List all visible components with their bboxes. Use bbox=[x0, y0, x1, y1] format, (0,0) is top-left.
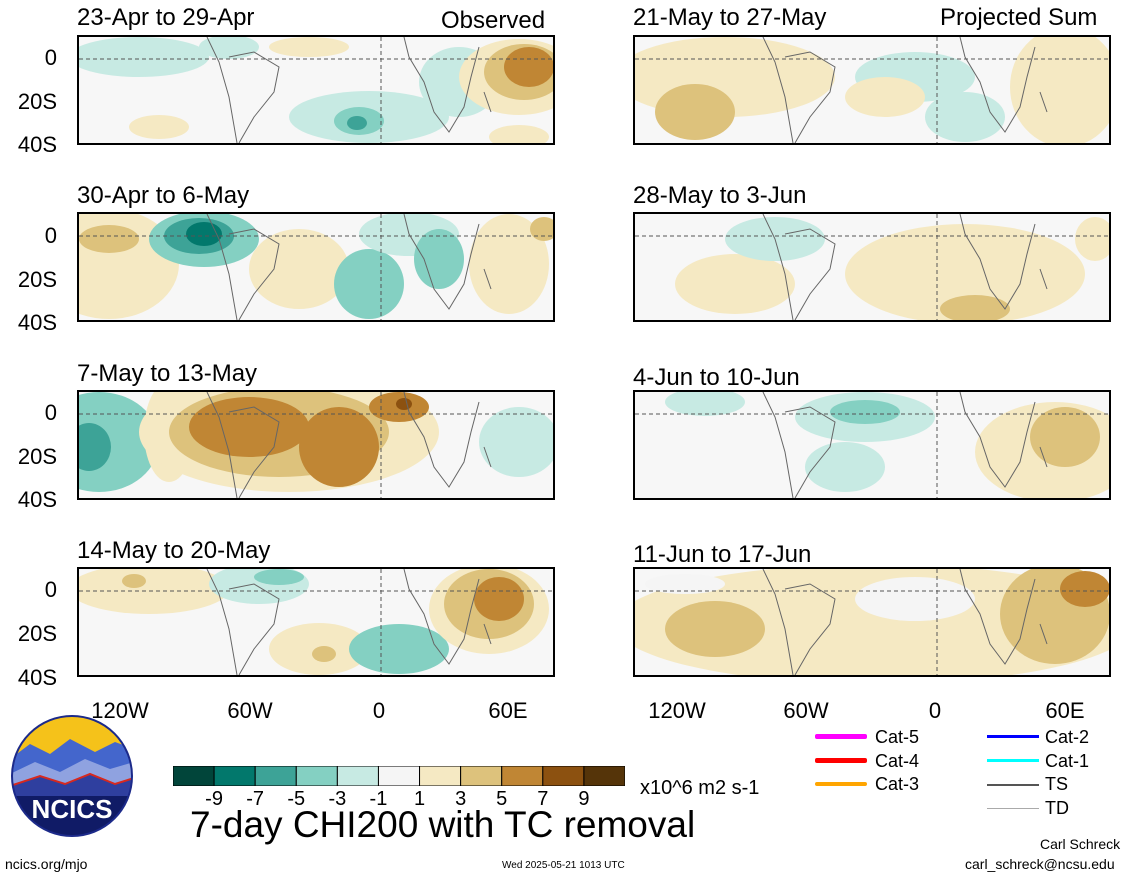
colorbar-units: x10^6 m2 s-1 bbox=[640, 777, 760, 799]
footer-author: Carl Schreck bbox=[1040, 836, 1121, 852]
colorbar-box bbox=[213, 765, 256, 787]
y-label-40s-p4: 40S bbox=[17, 665, 57, 690]
map-panel-p5 bbox=[633, 35, 1111, 145]
legend-label-cat5: Cat-5 bbox=[875, 727, 920, 747]
map-panel-p7 bbox=[633, 390, 1111, 500]
y-label-0-p4: 0 bbox=[44, 577, 57, 602]
logo-text: NCICS bbox=[31, 794, 113, 824]
legend-line-ts bbox=[987, 784, 1039, 786]
panel-title-p5: 21-May to 27-May bbox=[633, 4, 827, 31]
panel-tag-projected: Projected Sum bbox=[940, 4, 1098, 31]
colorbar-ticks: -9 -7 -5 -3 -1 1 3 5 7 9 bbox=[173, 788, 625, 812]
colorbar-box bbox=[172, 765, 215, 787]
y-label-20s-p3: 20S bbox=[17, 444, 57, 469]
panel-title-p6: 28-May to 3-Jun bbox=[633, 182, 807, 209]
legend-line-cat4 bbox=[815, 758, 867, 763]
map-panel-p1 bbox=[77, 35, 555, 145]
y-label-20s-p2: 20S bbox=[17, 267, 57, 292]
colorbar-tick-label: 5 bbox=[496, 788, 508, 810]
y-label-20s-p4: 20S bbox=[17, 621, 57, 646]
panel-title-p3: 7-May to 13-May bbox=[77, 360, 258, 387]
legend-line-cat3 bbox=[815, 782, 867, 786]
colorbar-box bbox=[254, 765, 297, 787]
panel-title-p7: 4-Jun to 10-Jun bbox=[633, 364, 800, 391]
colorbar bbox=[172, 765, 626, 787]
colorbar-box bbox=[542, 765, 585, 787]
panel-title-p4: 14-May to 20-May bbox=[77, 537, 271, 564]
colorbar-box bbox=[377, 765, 421, 787]
y-label-0-p3: 0 bbox=[44, 400, 57, 425]
legend-line-td bbox=[987, 808, 1039, 809]
legend-line-cat2 bbox=[987, 735, 1039, 738]
legend-label-cat2: Cat-2 bbox=[1045, 727, 1090, 747]
map-panel-p4 bbox=[77, 567, 555, 677]
legend-label-cat1: Cat-1 bbox=[1045, 751, 1090, 771]
colorbar-box bbox=[460, 765, 503, 787]
colorbar-tick-label: 1 bbox=[413, 788, 426, 810]
y-label-0-p1: 0 bbox=[44, 45, 57, 70]
colorbar-tick-label: 9 bbox=[578, 788, 590, 810]
ncics-logo: NCICS bbox=[10, 714, 134, 838]
panel-title-p2: 30-Apr to 6-May bbox=[77, 182, 250, 209]
colorbar-tick-label: -7 bbox=[246, 788, 265, 810]
colorbar-tick-label: 7 bbox=[537, 788, 549, 810]
colorbar-tick-label: -5 bbox=[287, 788, 306, 810]
x-label-60w-left: 60W bbox=[227, 698, 273, 723]
legend-label-td: TD bbox=[1045, 798, 1069, 818]
colorbar-box bbox=[501, 765, 544, 787]
colorbar-box bbox=[583, 765, 626, 787]
y-label-40s-p2: 40S bbox=[17, 310, 57, 335]
footer-url: ncics.org/mjo bbox=[5, 856, 88, 872]
colorbar-tick-label: 3 bbox=[455, 788, 467, 810]
x-label-0-left: 0 bbox=[372, 698, 386, 723]
panel-title-p1: 23-Apr to 29-Apr bbox=[77, 4, 255, 31]
map-panel-p2 bbox=[77, 212, 555, 322]
x-label-120w-left: 120W bbox=[91, 698, 149, 723]
legend-label-ts: TS bbox=[1045, 774, 1069, 794]
footer-timestamp: Wed 2025-05-21 1013 UTC bbox=[502, 860, 625, 871]
x-label-120w-right: 120W bbox=[648, 698, 706, 723]
legend-label-cat4: Cat-4 bbox=[875, 751, 920, 771]
y-label-20s-p1: 20S bbox=[17, 89, 57, 114]
colorbar-box bbox=[295, 765, 338, 787]
colorbar-tick-label: -1 bbox=[369, 788, 388, 810]
legend-line-cat5 bbox=[815, 734, 867, 739]
y-label-0-p2: 0 bbox=[44, 223, 57, 248]
map-panel-p3 bbox=[77, 390, 555, 500]
y-label-40s-p1: 40S bbox=[17, 132, 57, 157]
map-panel-p8 bbox=[633, 567, 1111, 677]
colorbar-tick-label: -9 bbox=[205, 788, 223, 810]
x-label-60w-right: 60W bbox=[783, 698, 829, 723]
map-panel-p6 bbox=[633, 212, 1111, 322]
main-title: 7-day CHI200 with TC removal bbox=[190, 804, 696, 845]
panel-title-p8: 11-Jun to 17-Jun bbox=[633, 541, 812, 568]
x-label-0-right: 0 bbox=[928, 698, 942, 723]
x-label-60e-left: 60E bbox=[488, 698, 528, 723]
legend-label-cat3: Cat-3 bbox=[875, 774, 920, 794]
footer-email: carl_schreck@ncsu.edu bbox=[965, 856, 1115, 872]
legend-line-cat1 bbox=[987, 759, 1039, 762]
x-label-60e-right: 60E bbox=[1045, 698, 1085, 723]
colorbar-box bbox=[336, 765, 379, 787]
colorbar-tick-label: -3 bbox=[328, 788, 347, 810]
panel-tag-observed: Observed bbox=[441, 7, 546, 34]
colorbar-box bbox=[419, 765, 462, 787]
y-label-40s-p3: 40S bbox=[17, 487, 57, 512]
